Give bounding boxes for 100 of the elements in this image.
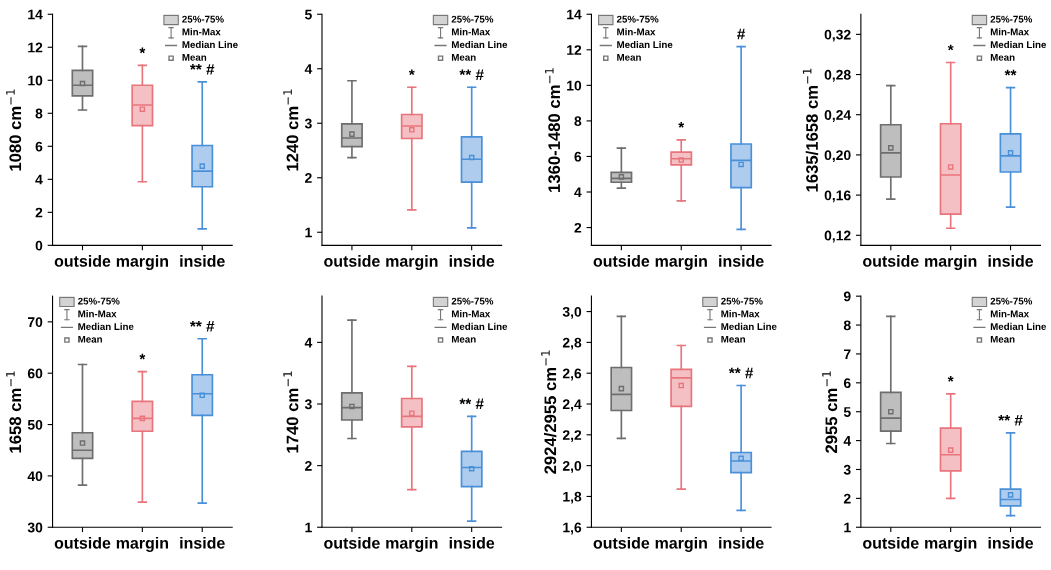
- x-tick-label: outside: [593, 536, 650, 549]
- y-tick-label: 10: [28, 75, 43, 86]
- y-tick-label: 2,4: [562, 399, 582, 412]
- y-tick-label: 8: [843, 320, 851, 331]
- y-tick-label: 5: [304, 9, 312, 20]
- y-axis-title: 1740 cm$^{−1}$: [283, 371, 299, 453]
- annotation: Mean: [451, 53, 476, 61]
- y-tick-label: 0: [35, 240, 43, 251]
- x-tick-label: margin: [925, 536, 977, 552]
- annotation: Mean: [182, 53, 207, 61]
- annotation: Min-Max: [182, 28, 221, 36]
- annotation: 25%-75%: [990, 15, 1033, 23]
- x-tick-label: inside: [180, 536, 225, 549]
- annotation: Mean: [990, 53, 1015, 61]
- y-tick-label: 1: [305, 522, 312, 533]
- y-tick-label: 2: [305, 460, 312, 471]
- y-tick-label: 2,0: [562, 460, 582, 473]
- annotation: 25%-75%: [451, 15, 494, 23]
- y-tick-label: 1,8: [563, 491, 582, 504]
- y-tick-label: 8: [574, 116, 582, 127]
- y-tick-label: 2,6: [562, 368, 582, 381]
- y-axis-title: 2955 cm$^{−1}$: [822, 371, 838, 453]
- y-tick-label: 0,12: [824, 230, 851, 243]
- y-tick-label: 50: [27, 419, 43, 430]
- y-axis-title: 1658 cm$^{−1}$: [6, 371, 22, 453]
- annotation: Median Line: [990, 322, 1047, 330]
- annotation: Median Line: [182, 40, 238, 49]
- annotation: 25%-75%: [721, 297, 763, 305]
- y-tick-label: 3,0: [562, 306, 582, 319]
- y-tick-label: 4: [304, 337, 313, 348]
- y-tick-label: 0,20: [824, 150, 851, 163]
- annotation: Median Line: [78, 322, 134, 330]
- x-tick-label: inside: [719, 536, 764, 549]
- x-tick-label: inside: [988, 255, 1034, 267]
- text: **: [1004, 69, 1017, 76]
- y-tick-label: 70: [27, 317, 43, 328]
- y-tick-label: 4: [35, 174, 43, 185]
- annotation: Mean: [78, 335, 102, 343]
- y-tick-label: 6: [843, 378, 851, 388]
- y-tick-label: 14: [28, 9, 43, 20]
- x-tick-label: margin: [386, 255, 438, 271]
- text: *: [408, 69, 415, 76]
- y-tick-label: 2,8: [562, 337, 582, 350]
- y-tick-label: 9: [843, 291, 851, 302]
- x-tick-label: inside: [988, 536, 1034, 549]
- x-tick-label: outside: [324, 536, 380, 549]
- y-tick-label: 4: [304, 64, 313, 74]
- text: *: [947, 44, 954, 51]
- y-tick-label: 0,28: [824, 69, 851, 82]
- y-tick-label: 2: [843, 493, 851, 504]
- x-tick-label: outside: [593, 255, 650, 267]
- y-axis-title: 1360-1480 cm$^{−1}$: [545, 68, 561, 192]
- x-tick-label: inside: [180, 255, 225, 267]
- annotation: 25%-75%: [182, 15, 224, 23]
- y-tick-label: 60: [27, 368, 43, 379]
- y-tick-label: 3: [304, 399, 312, 410]
- x-tick-label: margin: [386, 536, 438, 552]
- x-tick-label: inside: [449, 255, 495, 267]
- y-tick-label: 0,16: [824, 190, 851, 203]
- annotation: Min-Max: [617, 28, 656, 36]
- y-tick-label: 1: [305, 227, 312, 238]
- text: #: [737, 28, 746, 40]
- annotation: 25%-75%: [78, 297, 120, 305]
- annotation: 25%-75%: [451, 297, 494, 305]
- y-tick-label: 12: [28, 42, 43, 53]
- y-tick-label: 1,6: [563, 522, 582, 535]
- y-tick-label: 10: [567, 80, 582, 91]
- y-tick-label: 6: [35, 141, 43, 152]
- x-tick-label: margin: [925, 255, 977, 271]
- x-tick-label: outside: [863, 255, 919, 267]
- y-tick-label: 5: [843, 407, 851, 417]
- x-tick-label: outside: [863, 536, 919, 549]
- y-tick-label: 40: [27, 471, 43, 482]
- y-tick-label: 2: [305, 173, 312, 183]
- annotation: Median Line: [451, 322, 508, 330]
- y-tick-label: 30: [27, 522, 43, 533]
- y-tick-label: 4: [574, 187, 582, 198]
- y-tick-label: 12: [567, 45, 582, 55]
- text: *: [678, 122, 685, 128]
- annotation: Min-Max: [451, 310, 491, 318]
- annotation: Median Line: [617, 40, 673, 49]
- x-tick-label: inside: [719, 255, 764, 267]
- text: *: [139, 353, 146, 360]
- y-tick-label: 8: [35, 108, 43, 119]
- annotation: Min-Max: [451, 28, 491, 36]
- text: ** #: [998, 414, 1023, 426]
- y-axis-title: 1080 cm$^{−1}$: [6, 89, 22, 171]
- annotation: Mean: [990, 335, 1015, 343]
- y-tick-label: 7: [844, 349, 851, 359]
- annotation: Median Line: [721, 322, 777, 330]
- x-tick-label: margin: [116, 536, 168, 552]
- annotation: Mean: [617, 53, 641, 61]
- annotation: Min-Max: [78, 310, 117, 318]
- y-tick-label: 6: [574, 151, 582, 162]
- text: ** #: [459, 69, 484, 80]
- text: ** #: [459, 398, 484, 409]
- y-axis-title: 2924/2955 cm$^{−1}$: [541, 350, 557, 474]
- y-tick-label: 4: [843, 436, 852, 446]
- annotation: Min-Max: [990, 28, 1030, 36]
- x-tick-label: outside: [54, 255, 111, 267]
